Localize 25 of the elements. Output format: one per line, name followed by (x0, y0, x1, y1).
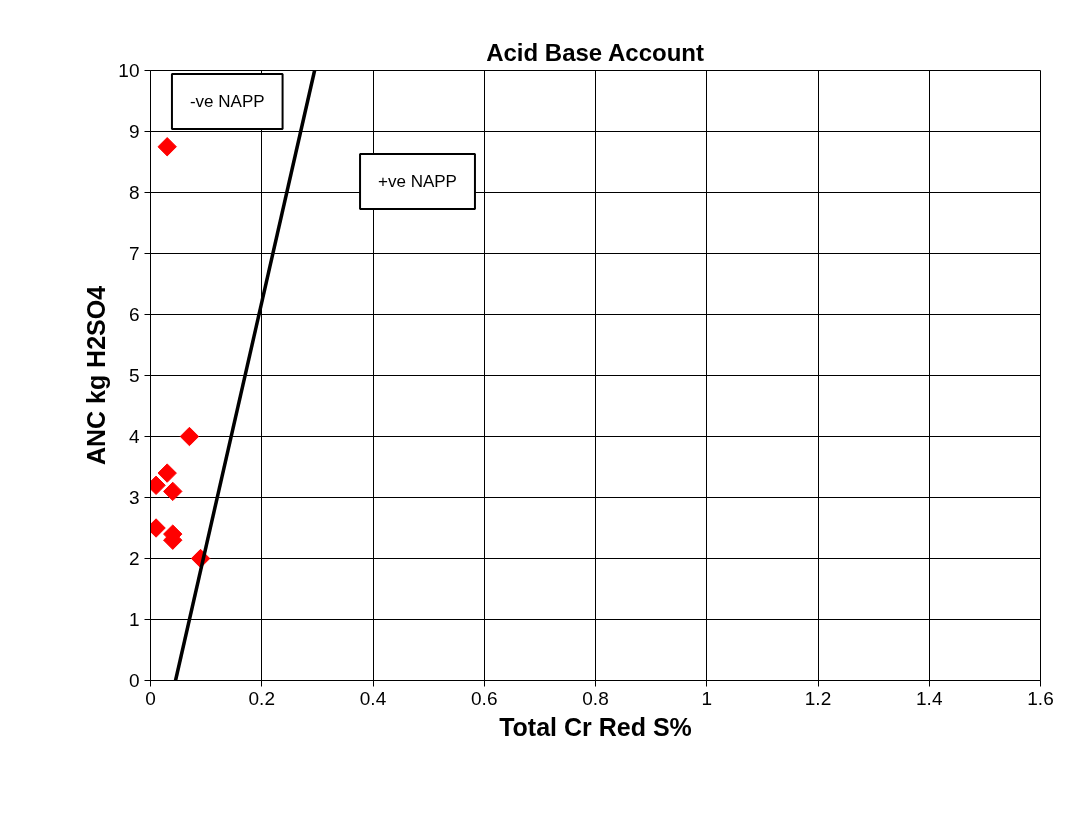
y-tick-label: 2 (128, 548, 140, 569)
x-tick-label: 0.2 (248, 687, 275, 709)
y-tick-label: 3 (128, 487, 140, 508)
y-tick-label: 0 (128, 670, 140, 691)
y-tick-label: 8 (128, 182, 140, 203)
y-tick-label: 10 (118, 60, 140, 81)
y-axis-title: ANC kg H2SO4 (82, 285, 111, 466)
x-tick-label: 1 (701, 687, 713, 709)
y-tick-label: 9 (128, 121, 140, 142)
x-tick-label: 0.8 (582, 687, 609, 709)
x-tick-label: 1.4 (916, 687, 943, 709)
chart-title: Acid Base Account (486, 38, 704, 66)
y-tick-label: 7 (128, 243, 140, 264)
y-tick-label: 4 (128, 426, 140, 447)
annotation: -ve NAPP (189, 92, 265, 112)
y-tick-label: 1 (128, 609, 140, 630)
y-tick-label: 6 (128, 304, 140, 325)
y-tick-label: 5 (128, 365, 140, 386)
x-tick-label: 0 (145, 687, 156, 709)
annotation: +ve NAPP (378, 172, 457, 192)
x-tick-label: 0.6 (471, 687, 498, 709)
x-tick-label: 1.6 (1027, 687, 1054, 709)
x-tick-label: 0.4 (359, 687, 387, 709)
x-tick-label: 1.2 (804, 687, 832, 709)
x-axis-title: Total Cr Red S% (499, 712, 692, 741)
